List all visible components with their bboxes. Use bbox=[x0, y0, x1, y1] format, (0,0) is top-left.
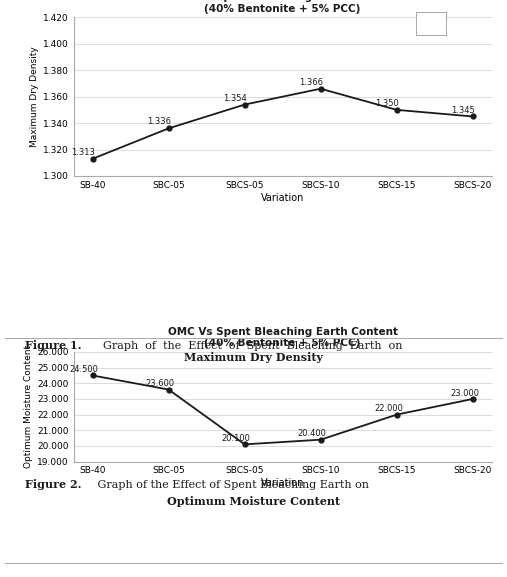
Text: 23.000: 23.000 bbox=[450, 388, 479, 398]
Text: 20.100: 20.100 bbox=[222, 434, 250, 443]
X-axis label: Variation: Variation bbox=[261, 478, 304, 488]
Y-axis label: Maximum Dry Density: Maximum Dry Density bbox=[29, 46, 39, 147]
Text: 1.313: 1.313 bbox=[71, 148, 95, 157]
Text: Figure 2.: Figure 2. bbox=[25, 478, 82, 489]
Y-axis label: Optimum Moisture Content: Optimum Moisture Content bbox=[24, 345, 33, 469]
Text: 22.000: 22.000 bbox=[374, 404, 403, 413]
Title: OMC Vs Spent Bleaching Earth Content
(40% Bentonite + 5% PCC): OMC Vs Spent Bleaching Earth Content (40… bbox=[168, 327, 397, 349]
Text: 1.345: 1.345 bbox=[451, 106, 475, 114]
Text: Optimum Moisture Content: Optimum Moisture Content bbox=[167, 496, 340, 507]
Text: 23.600: 23.600 bbox=[146, 379, 175, 388]
Text: Maximum Dry Density: Maximum Dry Density bbox=[184, 351, 323, 362]
Text: 24.500: 24.500 bbox=[70, 365, 98, 374]
Text: 1.354: 1.354 bbox=[223, 93, 247, 103]
Text: Graph  of  the  Effect  of  Spent  Bleaching  Earth  on: Graph of the Effect of Spent Bleaching E… bbox=[96, 341, 403, 351]
X-axis label: Variation: Variation bbox=[261, 193, 304, 203]
Text: 1.336: 1.336 bbox=[148, 117, 171, 126]
Text: 1.350: 1.350 bbox=[375, 99, 399, 108]
Text: Graph of the Effect of Spent Bleaching Earth on: Graph of the Effect of Spent Bleaching E… bbox=[94, 479, 369, 489]
Title: MDD Vs Spent Bleaching Earth Content
(40% Bentonite + 5% PCC): MDD Vs Spent Bleaching Earth Content (40… bbox=[167, 0, 398, 14]
Text: Figure 1.: Figure 1. bbox=[25, 340, 82, 351]
Text: 20.400: 20.400 bbox=[298, 429, 327, 438]
Text: 1.366: 1.366 bbox=[299, 78, 323, 87]
